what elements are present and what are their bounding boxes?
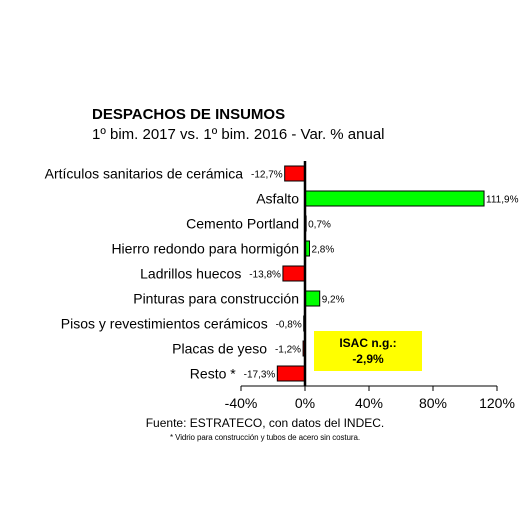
bar <box>282 265 306 282</box>
data-label: -0,8% <box>276 320 302 331</box>
category-label: Pisos y revestimientos cerámicos <box>61 316 268 332</box>
x-tick-label: -40% <box>225 395 258 411</box>
chart-title: DESPACHOS DE INSUMOS <box>92 106 286 123</box>
bar <box>276 365 306 382</box>
category-label: Placas de yeso <box>172 341 267 357</box>
source-note: Fuente: ESTRATECO, con datos del INDEC. <box>145 416 385 430</box>
category-label: Hierro redondo para hormigón <box>111 241 299 257</box>
x-tick-label: 120% <box>479 395 515 411</box>
x-tick-label: 0% <box>295 395 315 411</box>
bar <box>304 290 321 307</box>
category-label: Ladrillos huecos <box>140 266 241 282</box>
data-label: -12,7% <box>251 170 283 181</box>
x-tick-label: 80% <box>419 395 447 411</box>
data-label: -17,3% <box>244 370 276 381</box>
category-label: Cemento Portland <box>186 216 299 232</box>
footnote: * Vidrio para construcción y tubos de ac… <box>170 433 360 442</box>
isac-label: ISAC n.g.: <box>339 336 397 350</box>
bar <box>284 165 306 182</box>
chart-subtitle: 1º bim. 2017 vs. 1º bim. 2016 - Var. % a… <box>92 126 385 143</box>
x-tick-label: 40% <box>355 395 383 411</box>
data-label: 111,9% <box>486 195 519 206</box>
isac-annotation: ISAC n.g.: -2,9% <box>314 331 422 371</box>
data-label: -13,8% <box>249 270 281 281</box>
data-label: -1,2% <box>275 345 301 356</box>
category-label: Asfalto <box>256 191 299 207</box>
category-label: Resto * <box>190 366 236 382</box>
isac-value: -2,9% <box>352 352 384 366</box>
category-label: Artículos sanitarios de cerámica <box>45 166 244 182</box>
bar <box>304 190 485 207</box>
data-label: 2,8% <box>311 245 334 256</box>
category-label: Pinturas para construcción <box>133 291 299 307</box>
data-label: 0,7% <box>308 220 331 231</box>
data-label: 9,2% <box>322 295 345 306</box>
